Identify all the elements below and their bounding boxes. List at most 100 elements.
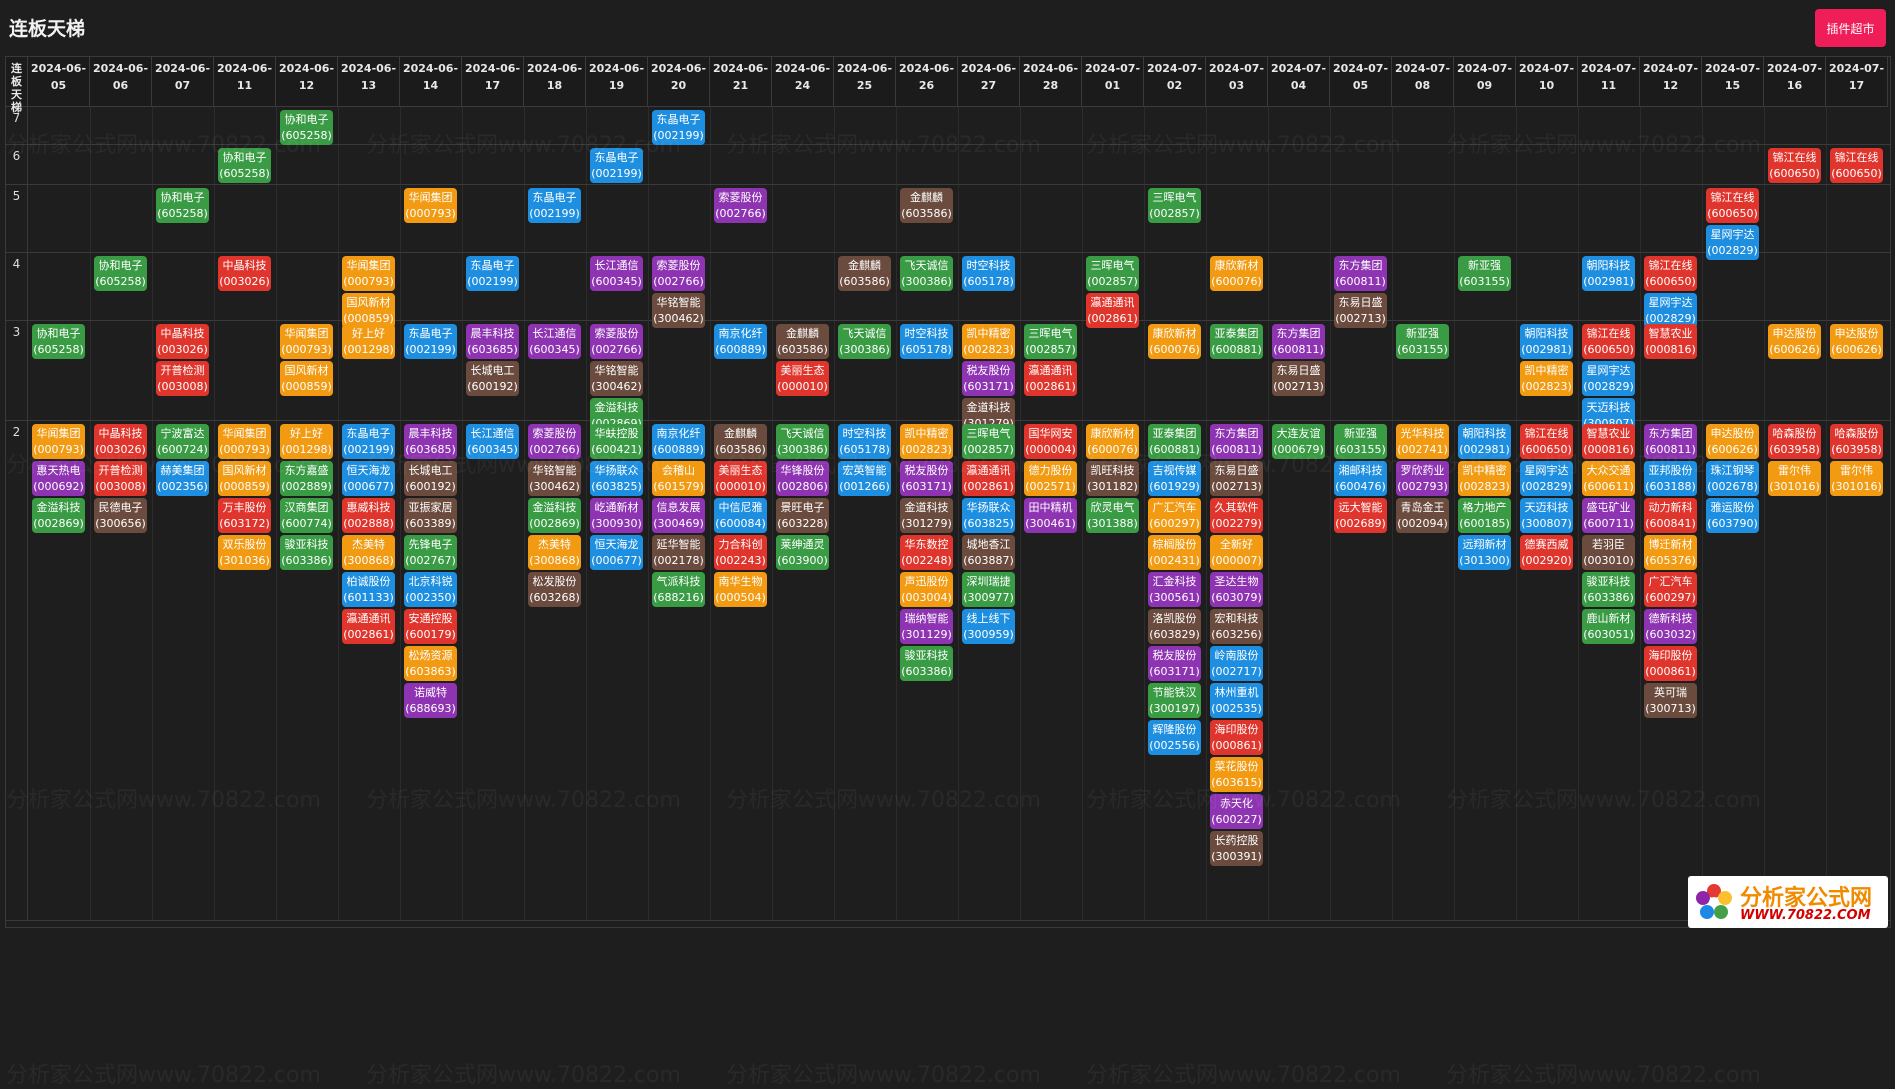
stock-chip[interactable]: 双乐股份 (301036) [218,535,271,570]
stock-chip[interactable]: 亚邦股份 (603188) [1644,461,1697,496]
stock-chip[interactable]: 中晶科技 (003026) [156,324,209,359]
stock-chip[interactable]: 朝阳科技 (002981) [1582,256,1635,291]
stock-chip[interactable]: 松发股份 (603268) [528,572,581,607]
stock-chip[interactable]: 宏英智能 (001266) [838,461,891,496]
stock-chip[interactable]: 中信尼雅 (600084) [714,498,767,533]
stock-chip[interactable]: 德赛西威 (002920) [1520,535,1573,570]
stock-chip[interactable]: 鹿山新材 (603051) [1582,609,1635,644]
stock-chip[interactable]: 金麒麟 (603586) [714,424,767,459]
stock-chip[interactable]: 索菱股份 (002766) [714,188,767,223]
stock-chip[interactable]: 莱绅通灵 (603900) [776,535,829,570]
stock-chip[interactable]: 华锋股份 (002806) [776,461,829,496]
stock-chip[interactable]: 圣达生物 (603079) [1210,572,1263,607]
stock-chip[interactable]: 恒天海龙 (000677) [342,461,395,496]
stock-chip[interactable]: 华蚨控股 (600421) [590,424,643,459]
stock-chip[interactable]: 税友股份 (603171) [1148,646,1201,681]
stock-chip[interactable]: 吉视传媒 (601929) [1148,461,1201,496]
stock-chip[interactable]: 华铭智能 (300462) [528,461,581,496]
stock-chip[interactable]: 杰美特 (300868) [528,535,581,570]
stock-chip[interactable]: 东晶电子 (002199) [466,256,519,291]
stock-chip[interactable]: 东晶电子 (002199) [342,424,395,459]
stock-chip[interactable]: 盛屯矿业 (600711) [1582,498,1635,533]
stock-chip[interactable]: 三晖电气 (002857) [1024,324,1077,359]
stock-chip[interactable]: 景旺电子 (603228) [776,498,829,533]
stock-chip[interactable]: 会稽山 (601579) [652,461,705,496]
stock-chip[interactable]: 协和电子 (605258) [218,148,271,183]
stock-chip[interactable]: 晨丰科技 (603685) [466,324,519,359]
stock-chip[interactable]: 华铭智能 (300462) [590,361,643,396]
stock-chip[interactable]: 德新科技 (603032) [1644,609,1697,644]
stock-chip[interactable]: 华闻集团 (000793) [404,188,457,223]
stock-chip[interactable]: 深圳瑞捷 (300977) [962,572,1015,607]
stock-chip[interactable]: 屹通新材 (300930) [590,498,643,533]
stock-chip[interactable]: 洛凯股份 (603829) [1148,609,1201,644]
stock-chip[interactable]: 北京科锐 (002350) [404,572,457,607]
stock-chip[interactable]: 久其软件 (002279) [1210,498,1263,533]
stock-chip[interactable]: 格力地产 (600185) [1458,498,1511,533]
stock-chip[interactable]: 朝阳科技 (002981) [1458,424,1511,459]
stock-chip[interactable]: 光华科技 (002741) [1396,424,1449,459]
stock-chip[interactable]: 星网宇达 (002829) [1644,293,1697,328]
stock-chip[interactable]: 东晶电子 (002199) [652,110,705,145]
stock-chip[interactable]: 智慧农业 (000816) [1582,424,1635,459]
stock-chip[interactable]: 诺威特 (688693) [404,683,457,718]
stock-chip[interactable]: 新亚强 (603155) [1334,424,1387,459]
stock-chip[interactable]: 大连友谊 (000679) [1272,424,1325,459]
stock-chip[interactable]: 美丽生态 (000010) [714,461,767,496]
stock-chip[interactable]: 锦江在线 (600650) [1582,324,1635,359]
stock-chip[interactable]: 长城电工 (600192) [466,361,519,396]
stock-chip[interactable]: 宁波富达 (600724) [156,424,209,459]
stock-chip[interactable]: 全新好 (000007) [1210,535,1263,570]
stock-chip[interactable]: 珠江钢琴 (002678) [1706,461,1759,496]
stock-chip[interactable]: 时空科技 (605178) [962,256,1015,291]
stock-chip[interactable]: 气派科技 (688216) [652,572,705,607]
stock-chip[interactable]: 长药控股 (300391) [1210,831,1263,866]
stock-chip[interactable]: 三晖电气 (002857) [1148,188,1201,223]
stock-chip[interactable]: 声迅股份 (003004) [900,572,953,607]
stock-chip[interactable]: 协和电子 (605258) [32,324,85,359]
stock-chip[interactable]: 星网宇达 (002829) [1582,361,1635,396]
stock-chip[interactable]: 瀛通通讯 (002861) [962,461,1015,496]
stock-chip[interactable]: 罗欣药业 (002793) [1396,461,1449,496]
stock-chip[interactable]: 开普检测 (003008) [94,461,147,496]
stock-chip[interactable]: 恒天海龙 (000677) [590,535,643,570]
stock-chip[interactable]: 瀛通通讯 (002861) [1086,293,1139,328]
stock-chip[interactable]: 宏和科技 (603256) [1210,609,1263,644]
stock-chip[interactable]: 协和电子 (605258) [280,110,333,145]
stock-chip[interactable]: 远翔新材 (301300) [1458,535,1511,570]
stock-chip[interactable]: 东易日盛 (002713) [1334,293,1387,328]
stock-chip[interactable]: 辉隆股份 (002556) [1148,720,1201,755]
stock-chip[interactable]: 惠威科技 (002888) [342,498,395,533]
stock-chip[interactable]: 国华网安 (000004) [1024,424,1077,459]
stock-chip[interactable]: 凯中精密 (002823) [1458,461,1511,496]
stock-chip[interactable]: 南华生物 (000504) [714,572,767,607]
stock-chip[interactable]: 锦江在线 (600650) [1706,188,1759,223]
stock-chip[interactable]: 瀛通通讯 (002861) [1024,361,1077,396]
stock-chip[interactable]: 凯中精密 (002823) [1520,361,1573,396]
stock-chip[interactable]: 康欣新材 (600076) [1148,324,1201,359]
stock-chip[interactable]: 晨丰科技 (603685) [404,424,457,459]
stock-chip[interactable]: 哈森股份 (603958) [1830,424,1883,459]
stock-chip[interactable]: 柏诚股份 (601133) [342,572,395,607]
stock-chip[interactable]: 时空科技 (605178) [838,424,891,459]
stock-chip[interactable]: 民德电子 (300656) [94,498,147,533]
stock-chip[interactable]: 三晖电气 (002857) [1086,256,1139,291]
stock-chip[interactable]: 索菱股份 (002766) [652,256,705,291]
stock-chip[interactable]: 飞天诚信 (300386) [776,424,829,459]
stock-chip[interactable]: 松炀资源 (603863) [404,646,457,681]
stock-chip[interactable]: 星网宇达 (002829) [1520,461,1573,496]
stock-chip[interactable]: 雷尔伟 (301016) [1768,461,1821,496]
stock-chip[interactable]: 东方集团 (600811) [1334,256,1387,291]
stock-chip[interactable]: 华闻集团 (000793) [218,424,271,459]
stock-chip[interactable]: 凯中精密 (002823) [900,424,953,459]
stock-chip[interactable]: 华闻集团 (000793) [32,424,85,459]
stock-chip[interactable]: 新亚强 (603155) [1458,256,1511,291]
stock-chip[interactable]: 协和电子 (605258) [156,188,209,223]
stock-chip[interactable]: 骏亚科技 (603386) [1582,572,1635,607]
stock-chip[interactable]: 东方集团 (600811) [1272,324,1325,359]
stock-chip[interactable]: 城地香江 (603887) [962,535,1015,570]
stock-chip[interactable]: 林州重机 (002535) [1210,683,1263,718]
stock-chip[interactable]: 税友股份 (603171) [900,461,953,496]
stock-chip[interactable]: 万丰股份 (603172) [218,498,271,533]
stock-chip[interactable]: 申达股份 (600626) [1706,424,1759,459]
